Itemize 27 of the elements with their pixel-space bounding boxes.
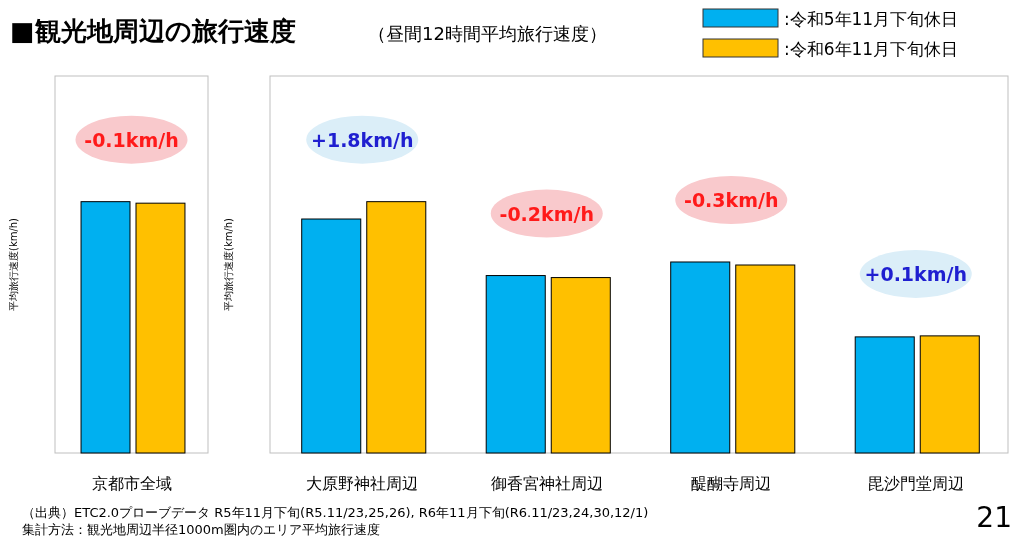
x-tick-label: 大原野神社周辺	[306, 474, 419, 493]
annotation: -0.3km/h	[684, 188, 779, 211]
x-tick-label: 毘沙門堂周辺	[867, 474, 964, 493]
chart-subtitle: （昼間12時間平均旅行速度）	[368, 23, 607, 44]
x-tick-label: 醍醐寺周辺	[691, 474, 772, 493]
bar	[919, 335, 980, 454]
bar	[485, 275, 546, 454]
annotation: -0.2km/h	[499, 202, 594, 225]
legend-label: :令和5年11月下旬休日	[784, 9, 959, 29]
text: 21	[976, 501, 1012, 534]
x-tick-label: 御香宮神社周辺	[490, 474, 603, 493]
bar	[854, 336, 915, 454]
text: 集計方法：観光地周辺半径1000m圏内のエリア平均旅行速度	[22, 522, 380, 537]
y-axis-title: 平均旅行速度(km/h)	[8, 217, 19, 312]
y-axis-title: 平均旅行速度(km/h)	[223, 217, 234, 312]
legend-label: :令和6年11月下旬休日	[784, 39, 959, 59]
text: （出典）ETC2.0プローブデータ R5年11月下旬(R5.11/23,25,26), R6年11月下旬(R6.11/23,24,30,12/1)	[22, 505, 649, 520]
bar	[670, 261, 731, 454]
annotation: +0.1km/h	[864, 262, 967, 285]
text: +1.8km/h	[311, 128, 414, 151]
bar	[550, 277, 611, 454]
bar	[366, 201, 427, 454]
text: -0.1km/h	[84, 128, 179, 151]
x-tick-label: 京都市全域	[91, 474, 172, 493]
chart-title: ■観光地周辺の旅行速度	[10, 16, 296, 46]
bar	[735, 264, 796, 454]
bar	[301, 218, 362, 454]
